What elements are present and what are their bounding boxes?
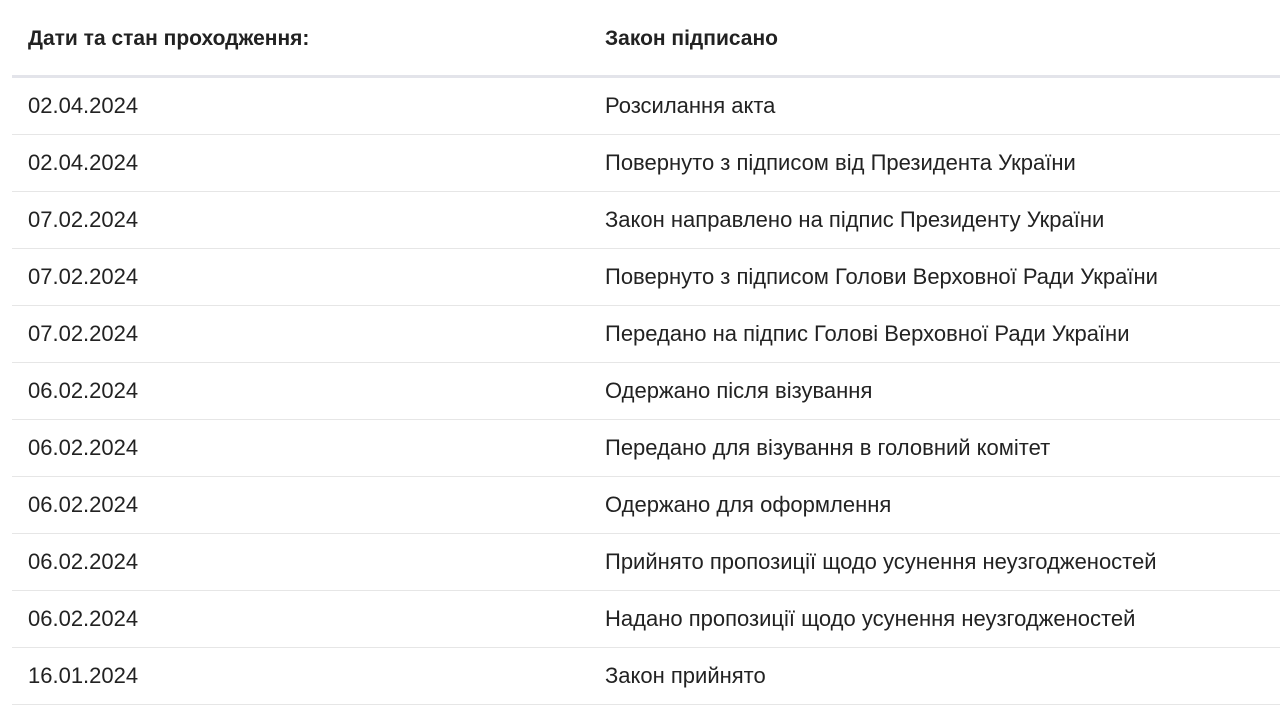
- row-event: Розсилання акта: [605, 93, 776, 118]
- row-event: Одержано після візування: [605, 378, 873, 403]
- header-status: Закон підписано: [605, 26, 778, 50]
- row-date: 06.02.2024: [28, 435, 139, 460]
- row-event: Передано на підпис Голові Верховної Ради…: [605, 321, 1130, 346]
- row-date: 07.02.2024: [28, 264, 139, 289]
- header-dates: Дати та стан проходження:: [28, 26, 310, 50]
- row-date: 07.02.2024: [28, 321, 139, 346]
- table-row: 06.02.2024 Надано пропозиції щодо усуненн…: [12, 591, 1280, 648]
- row-event: Повернуто з підписом Голови Верховної Ра…: [605, 264, 1158, 289]
- table-row: 07.02.2024 Передано на підпис Голові Верх…: [12, 306, 1280, 363]
- row-event: Одержано для оформлення: [605, 492, 892, 517]
- table-row: 06.02.2024 Прийнято пропозиції щодо усуне…: [12, 534, 1280, 591]
- row-date: 02.04.2024: [28, 150, 139, 175]
- row-date: 16.01.2024: [28, 663, 139, 688]
- table-row: 07.02.2024 Закон направлено на підпис Пре…: [12, 192, 1280, 249]
- table-row: 02.04.2024 Повернуто з підписом від Прези…: [12, 135, 1280, 192]
- row-event: Надано пропозиції щодо усунення неузгодж…: [605, 606, 1136, 631]
- table-row: 07.02.2024 Повернуто з підписом Голови Ве…: [12, 249, 1280, 306]
- row-event: Закон направлено на підпис Президенту Ук…: [605, 207, 1105, 232]
- table-row: 06.02.2024 Передано для візування в голов…: [12, 420, 1280, 477]
- bill-history-table: Дати та стан проходження: Закон підписан…: [12, 0, 1280, 705]
- table-row: 16.01.2024 Закон прийнято: [12, 648, 1280, 705]
- row-date: 06.02.2024: [28, 378, 139, 403]
- row-date: 07.02.2024: [28, 207, 139, 232]
- table-row: 06.02.2024 Одержано після візування: [12, 363, 1280, 420]
- row-event: Передано для візування в головний коміте…: [605, 435, 1051, 460]
- row-date: 06.02.2024: [28, 492, 139, 517]
- row-event: Повернуто з підписом від Президента Укра…: [605, 150, 1076, 175]
- row-date: 02.04.2024: [28, 93, 139, 118]
- row-date: 06.02.2024: [28, 549, 139, 574]
- row-date: 06.02.2024: [28, 606, 139, 631]
- table-row: 06.02.2024 Одержано для оформлення: [12, 477, 1280, 534]
- row-event: Закон прийнято: [605, 663, 766, 688]
- table-row: 02.04.2024 Розсилання акта: [12, 78, 1280, 135]
- table-header: Дати та стан проходження: Закон підписан…: [12, 0, 1280, 78]
- row-event: Прийнято пропозиції щодо усунення неузго…: [605, 549, 1157, 574]
